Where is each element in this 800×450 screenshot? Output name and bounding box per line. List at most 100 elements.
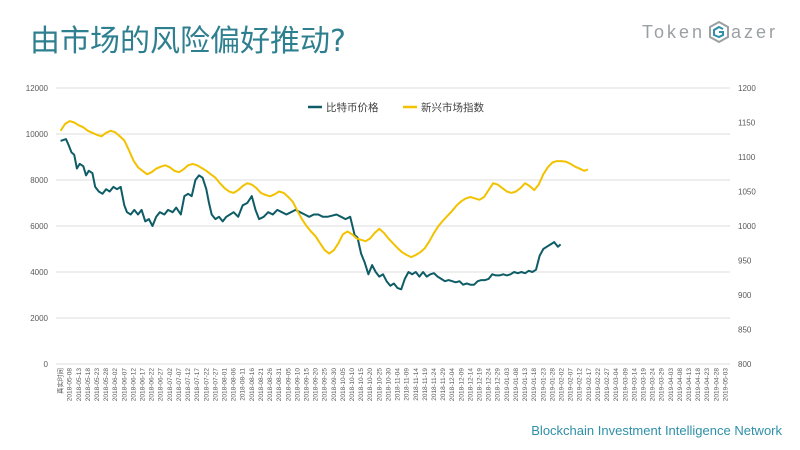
x-tick-label: 2019-03-14: [631, 368, 638, 402]
x-tick-label: 2018-05-18: [85, 368, 92, 402]
x-tick-label: 2018-09-20: [313, 368, 320, 402]
x-tick-label: 2019-03-19: [640, 368, 647, 402]
x-tick-label: 2019-03-09: [622, 368, 629, 402]
y-left-tick-label: 0: [44, 360, 49, 369]
y-right-tick-label: 850: [738, 326, 752, 335]
x-tick-label: 2018-06-02: [112, 368, 119, 402]
y-left-tick-label: 8000: [30, 176, 48, 185]
x-tick-label: 2018-08-21: [258, 368, 265, 402]
x-tick-label: 2018-11-19: [422, 368, 429, 401]
y-right-tick-label: 1100: [738, 153, 756, 162]
x-tick-label: 2019-02-02: [559, 368, 566, 402]
tokengazer-logo: Token azer: [642, 20, 778, 44]
x-tick-label: 真实时间: [56, 368, 65, 394]
series-line-btc: [60, 138, 562, 291]
x-tick-label: 2018-10-20: [367, 368, 374, 402]
x-tick-label: 2018-10-25: [376, 368, 383, 402]
x-tick-label: 2018-06-17: [140, 368, 147, 402]
x-tick-label: 2018-12-19: [477, 368, 484, 402]
x-tick-label: 2019-04-03: [668, 368, 675, 402]
x-tick-label: 2019-03-04: [613, 368, 620, 402]
x-tick-label: 2018-11-24: [431, 368, 438, 401]
logo-text-right: azer: [730, 21, 778, 42]
x-tick-label: 2019-02-07: [568, 368, 575, 402]
x-tick-label: 2018-05-28: [103, 368, 110, 402]
x-tick-label: 2018-08-26: [267, 368, 274, 402]
y-right-tick-label: 800: [738, 360, 752, 369]
x-tick-label: 2018-11-04: [395, 368, 402, 401]
x-tick-label: 2018-08-31: [276, 368, 283, 402]
x-tick-label: 2019-04-18: [695, 368, 702, 402]
x-tick-label: 2018-07-12: [185, 368, 192, 402]
x-tick-label: 2018-11-14: [413, 368, 420, 401]
x-tick-label: 2018-06-22: [149, 368, 156, 402]
y-right-tick-label: 1200: [738, 84, 756, 93]
y-right-tick-label: 1000: [738, 222, 756, 231]
x-tick-label: 2018-12-04: [449, 368, 456, 402]
x-tick-label: 2018-05-08: [67, 368, 74, 402]
x-tick-label: 2018-07-02: [167, 368, 174, 402]
y-right-tick-label: 900: [738, 291, 752, 300]
y-right-tick-label: 1150: [738, 119, 756, 128]
y-left-tick-label: 10000: [26, 130, 49, 139]
x-tick-label: 2019-04-08: [677, 368, 684, 402]
x-tick-label: 2018-08-06: [231, 368, 238, 402]
series-line-index: [59, 120, 589, 259]
x-tick-label: 2018-06-12: [130, 368, 137, 402]
x-tick-label: 2018-12-29: [495, 368, 502, 402]
x-tick-label: 2018-09-30: [331, 368, 338, 402]
x-tick-label: 2019-02-22: [595, 368, 602, 402]
logo-g-icon: [708, 21, 729, 43]
x-tick-label: 2018-09-05: [285, 368, 292, 402]
x-tick-label: 2019-05-03: [722, 368, 729, 402]
x-tick-label: 2019-01-23: [540, 368, 547, 402]
x-tick-label: 2019-02-27: [604, 368, 611, 402]
x-tick-label: 2018-06-27: [158, 368, 165, 402]
x-tick-label: 2019-02-12: [577, 368, 584, 402]
logo-text-left: Token: [641, 21, 705, 42]
x-tick-label: 2018-12-24: [486, 368, 493, 402]
y-right-tick-label: 950: [738, 257, 752, 266]
x-tick-label: 2018-09-15: [303, 368, 310, 402]
x-tick-label: 2019-01-28: [549, 368, 556, 402]
y-right-tick-label: 1050: [738, 188, 756, 197]
x-tick-label: 2018-10-30: [385, 368, 392, 402]
x-tick-label: 2018-11-29: [440, 368, 447, 401]
x-tick-label: 2018-07-07: [176, 368, 183, 402]
x-tick-label: 2018-07-27: [212, 368, 219, 402]
x-tick-label: 2019-01-03: [504, 368, 511, 402]
x-tick-label: 2019-04-28: [713, 368, 720, 402]
footer-tagline: Blockchain Investment Intelligence Netwo…: [531, 423, 782, 438]
x-tick-label: 2018-07-22: [203, 368, 210, 402]
y-left-tick-label: 12000: [26, 84, 49, 93]
x-tick-label: 2018-06-07: [121, 368, 128, 402]
x-tick-label: 2019-03-24: [650, 368, 657, 402]
x-tick-label: 2018-07-17: [194, 368, 201, 402]
y-left-tick-label: 4000: [30, 268, 48, 277]
x-tick-label: 2018-10-15: [358, 368, 365, 402]
chart-container: 0 2000 4000 6000 8000 10000 12000 800 850 900 950 1…: [0, 70, 800, 410]
x-tick-label: 2019-02-17: [586, 368, 593, 402]
x-tick-label: 2019-03-29: [659, 368, 666, 402]
y-left-tick-label: 2000: [30, 314, 48, 323]
x-tick-label: 2018-05-13: [76, 368, 83, 402]
x-tick-label: 2019-01-18: [531, 368, 538, 402]
x-tick-label: 2019-04-23: [704, 368, 711, 402]
line-chart: 0 2000 4000 6000 8000 10000 12000 800 850 900 950 1…: [26, 84, 757, 402]
x-tick-label: 2018-08-01: [222, 368, 229, 402]
x-tick-label: 2018-08-11: [240, 368, 247, 401]
x-tick-label: 2018-10-10: [349, 368, 356, 402]
legend-label: 新兴市场指数: [421, 101, 484, 114]
x-tick-label: 2019-01-13: [522, 368, 529, 402]
x-tick-label: 2018-08-16: [249, 368, 256, 402]
x-tick-label: 2018-09-10: [294, 368, 301, 402]
x-tick-label: 2019-04-13: [686, 368, 693, 402]
x-tick-label: 2018-10-05: [340, 368, 347, 402]
x-tick-label: 2018-12-09: [458, 368, 465, 402]
x-tick-label: 2018-05-23: [94, 368, 101, 402]
x-tick-label: 2018-12-14: [467, 368, 474, 402]
y-left-tick-label: 6000: [30, 222, 48, 231]
x-tick-label: 2018-09-25: [322, 368, 329, 402]
legend-label: 比特币价格: [326, 101, 379, 114]
x-tick-label: 2019-01-08: [513, 368, 520, 402]
